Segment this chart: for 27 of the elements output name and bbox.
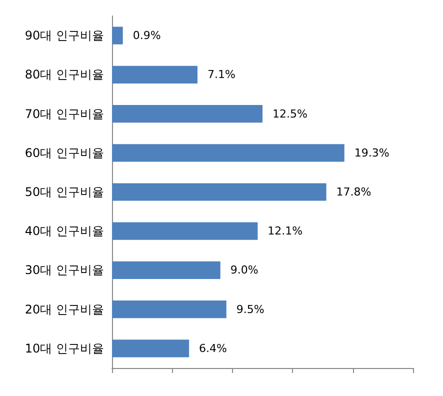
data-label: 12.1% — [268, 224, 303, 238]
data-label: 12.5% — [272, 107, 308, 120]
bar — [112, 26, 123, 44]
bar — [112, 340, 190, 358]
bar — [112, 183, 326, 201]
data-label: 6.4% — [199, 342, 228, 355]
y-tick-label: 10대 인구비율 — [24, 341, 104, 356]
y-tick-label: 20대 인구비율 — [24, 302, 104, 316]
y-tick-label: 80대 인구비율 — [24, 68, 104, 82]
bar — [112, 66, 198, 84]
data-label: 0.9% — [132, 29, 161, 42]
data-label: 9.5% — [236, 302, 264, 316]
bar — [112, 222, 258, 240]
bar — [112, 261, 220, 280]
bar — [112, 144, 344, 162]
data-label: 7.1% — [207, 68, 236, 82]
data-label: 9.0% — [230, 264, 258, 277]
y-tick-label: 40대 인구비율 — [24, 224, 104, 238]
y-tick-label: 50대 인구비율 — [24, 185, 104, 199]
bar — [112, 104, 262, 123]
data-label: 19.3% — [354, 146, 390, 160]
bar — [112, 300, 226, 318]
y-tick-label: 90대 인구비율 — [24, 28, 104, 43]
y-tick-label: 60대 인구비율 — [24, 146, 104, 160]
data-label: 17.8% — [336, 186, 372, 198]
y-tick-label: 30대 인구비율 — [24, 263, 104, 278]
y-tick-label: 70대 인구비율 — [24, 106, 104, 121]
